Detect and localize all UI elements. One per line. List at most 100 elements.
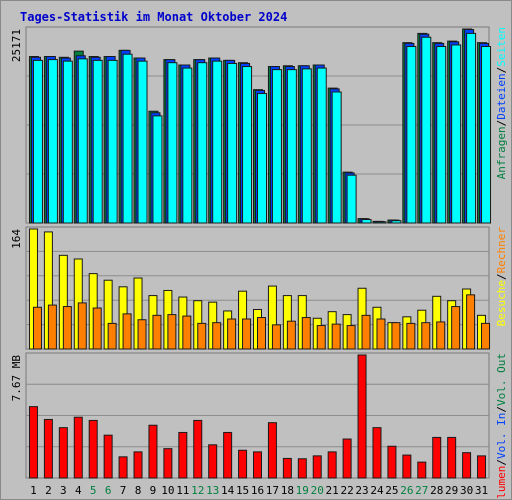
x-axis-tick-label: 20 — [311, 484, 324, 497]
middle-legend: Besuche/Rechner — [495, 227, 508, 327]
bottom-bar-volumen — [148, 424, 158, 479]
x-axis-tick-label: 1 — [30, 484, 37, 497]
x-axis-tick-label: 28 — [430, 484, 443, 497]
middle-max-label: 164 — [10, 229, 23, 249]
bottom-legend: Volumen/Vol. In/Vol. Out — [495, 353, 508, 499]
x-axis-tick-label: 26 — [400, 484, 413, 497]
x-axis-tick-label: 4 — [75, 484, 82, 497]
middle-bar-rechner — [466, 294, 476, 350]
top-legend-item: Dateien — [495, 73, 508, 119]
x-axis-tick-label: 23 — [355, 484, 368, 497]
top-bar-seiten — [286, 69, 297, 224]
top-legend-item: Anfragen — [495, 126, 508, 179]
top-bar-seiten — [406, 46, 417, 224]
middle-bar-rechner — [227, 318, 237, 350]
x-axis-tick-label: 12 — [191, 484, 204, 497]
bottom-bar-volumen — [462, 452, 472, 479]
middle-bar-rechner — [286, 320, 296, 350]
x-axis-tick-label: 6 — [105, 484, 112, 497]
top-legend: Anfragen/Dateien/Seiten — [495, 27, 508, 179]
top-bar-seiten — [152, 115, 163, 224]
top-bar-seiten — [182, 67, 193, 224]
top-bar-seiten — [92, 59, 103, 224]
bottom-legend-item: / — [495, 459, 508, 466]
bottom-bar-volumen — [103, 434, 113, 479]
bottom-bar-volumen — [178, 431, 188, 479]
bottom-bar-volumen — [43, 418, 53, 479]
middle-bar-rechner — [257, 317, 266, 350]
x-axis-tick-label: 14 — [221, 484, 235, 497]
bottom-bar-volumen — [297, 458, 307, 479]
top-bar-seiten — [212, 60, 223, 224]
top-bar-seiten — [227, 62, 238, 224]
middle-bar-rechner — [376, 318, 386, 350]
top-bar-seiten — [361, 219, 372, 224]
bottom-max-label: 7.67 MB — [10, 355, 23, 402]
middle-bar-rechner — [242, 318, 252, 350]
top-bar-seiten — [107, 59, 118, 224]
top-bar-seiten — [301, 68, 312, 224]
top-bar-seiten — [167, 62, 178, 224]
top-legend-item: / — [495, 67, 508, 74]
x-axis-tick-label: 8 — [135, 484, 142, 497]
middle-bar-rechner — [32, 306, 42, 350]
middle-bar-rechner — [361, 314, 371, 350]
x-axis-tick-label: 9 — [150, 484, 157, 497]
x-axis-tick-label: 10 — [161, 484, 174, 497]
middle-bar-rechner — [212, 322, 222, 350]
bottom-bar-volumen — [58, 427, 68, 479]
top-bar-seiten — [137, 60, 148, 224]
bottom-bar-volumen — [163, 448, 173, 479]
middle-bar-rechner — [451, 306, 461, 350]
bottom-bar-volumen — [312, 455, 322, 479]
x-axis-tick-label: 25 — [385, 484, 398, 497]
bottom-bar-volumen — [432, 436, 442, 479]
bottom-bar-volumen — [28, 406, 38, 479]
x-axis-tick-label: 29 — [445, 484, 458, 497]
top-max-label: 25171 — [10, 29, 23, 62]
top-bar-seiten — [421, 36, 432, 224]
bottom-bar-volumen — [208, 444, 218, 479]
middle-bar-rechner — [346, 325, 356, 350]
bottom-bar-volumen — [282, 457, 292, 479]
middle-bar-rechner — [77, 302, 87, 350]
bottom-bar-volumen — [238, 449, 248, 479]
bottom-bar-volumen — [387, 445, 397, 479]
middle-bar-rechner — [391, 322, 401, 350]
middle-bar-rechner — [137, 319, 147, 350]
x-axis-tick-label: 13 — [206, 484, 219, 497]
x-axis-tick-label: 16 — [251, 484, 264, 497]
top-bar-seiten — [331, 91, 342, 224]
top-bar-seiten — [391, 220, 402, 224]
x-axis-tick-label: 30 — [460, 484, 473, 497]
middle-bar-rechner — [122, 313, 132, 350]
middle-bar-rechner — [421, 322, 431, 350]
bottom-bar-volumen — [73, 416, 83, 479]
top-bar-seiten — [257, 93, 267, 224]
middle-bar-rechner — [182, 315, 192, 350]
x-axis-tick-label: 27 — [415, 484, 428, 497]
x-axis-tick-label: 17 — [266, 484, 279, 497]
top-bar-seiten — [62, 60, 73, 224]
top-bar-seiten — [271, 69, 282, 224]
middle-bar-rechner — [47, 304, 57, 350]
x-axis-tick-label: 21 — [326, 484, 339, 497]
top-bar-seiten — [122, 53, 133, 224]
bottom-legend-item: / — [495, 406, 508, 413]
middle-bar-rechner — [436, 321, 446, 350]
middle-legend-item: / — [495, 273, 508, 280]
middle-bar-rechner — [316, 325, 326, 350]
top-bar-seiten — [47, 59, 58, 224]
top-bar-seiten — [466, 32, 477, 224]
bottom-bar-volumen — [253, 451, 262, 479]
x-axis-tick-label: 31 — [475, 484, 488, 497]
x-axis-tick-label: 7 — [120, 484, 127, 497]
middle-bar-rechner — [167, 314, 177, 350]
top-legend-item: Seiten — [495, 27, 508, 67]
bottom-bar-volumen — [477, 455, 487, 479]
bottom-bar-volumen — [327, 451, 337, 479]
bottom-bar-volumen — [193, 419, 203, 479]
middle-legend-item: Besuche — [495, 280, 508, 326]
x-axis-tick-label: 11 — [176, 484, 189, 497]
